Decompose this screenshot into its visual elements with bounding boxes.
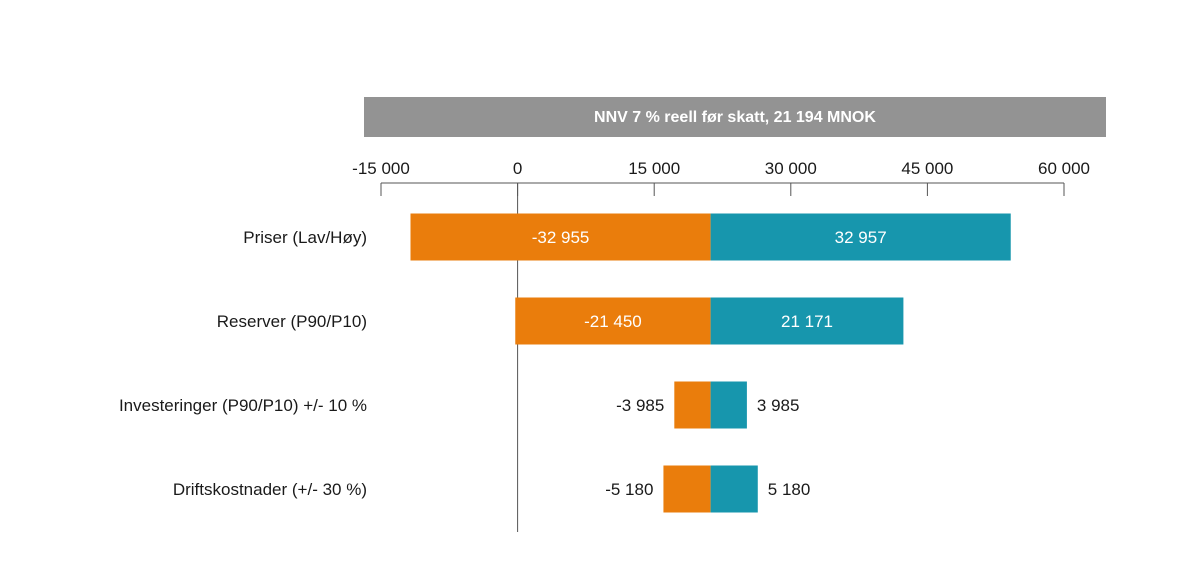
x-tick-label: -15 000: [352, 159, 410, 178]
bar-high-label: 32 957: [835, 228, 887, 247]
bar-high-label: 3 985: [757, 396, 800, 415]
bar-low: [663, 465, 711, 513]
title-background: [364, 97, 1106, 137]
bar-value-labels: -32 955 32 957 -21 450 21 171 -3 985 3 985 -5 …: [532, 228, 887, 499]
bar-low: [515, 297, 711, 345]
x-tick-label: 60 000: [1038, 159, 1090, 178]
category-labels: Priser (Lav/Høy) Reserver (P90/P10) Invest…: [119, 228, 367, 499]
bar-high-label: 5 180: [768, 480, 811, 499]
bar-low-label: -21 450: [584, 312, 642, 331]
x-tick-label: 45 000: [901, 159, 953, 178]
x-axis: -15 000 0 15 000 30 000 45 000 60 000: [352, 159, 1090, 532]
category-label: Priser (Lav/Høy): [243, 228, 367, 247]
x-tick-label: 15 000: [628, 159, 680, 178]
category-label: Driftskostnader (+/- 30 %): [173, 480, 367, 499]
bar-high-label: 21 171: [781, 312, 833, 331]
category-label: Investeringer (P90/P10) +/- 10 %: [119, 396, 367, 415]
bars: [410, 213, 1011, 513]
bar-low: [410, 213, 711, 261]
bar-high: [710, 297, 904, 345]
bar-high: [710, 213, 1011, 261]
bar-low-label: -5 180: [605, 480, 653, 499]
chart-title: NNV 7 % reell før skatt, 21 194 MNOK: [594, 109, 876, 126]
bar-high: [710, 381, 747, 429]
bar-low-label: -32 955: [532, 228, 590, 247]
bar-low: [674, 381, 711, 429]
x-tick-label: 30 000: [765, 159, 817, 178]
chart-title-banner: NNV 7 % reell før skatt, 21 194 MNOK: [364, 97, 1106, 137]
bar-low-label: -3 985: [616, 396, 664, 415]
category-label: Reserver (P90/P10): [217, 312, 367, 331]
bar-high: [710, 465, 758, 513]
x-tick-label: 0: [513, 159, 522, 178]
